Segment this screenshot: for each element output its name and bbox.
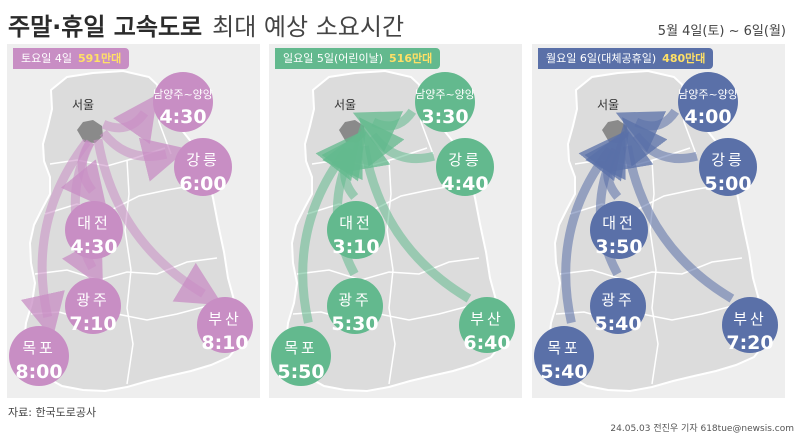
route-bubble: 목포 5:50 [271,326,331,386]
route-bubble: 목포 8:00 [9,326,69,386]
route-bubble: 부산 8:10 [197,297,253,354]
traffic-volume: 516만대 [389,52,433,65]
travel-time: 5:40 [540,361,588,383]
route-bubble: 대전 3:10 [327,201,385,259]
destination-name: 대전 [339,214,373,232]
destination-name: 남양주~양양 [153,88,213,101]
title-sub: 최대 예상 소요시간 [212,13,405,41]
route-arrow [298,131,362,324]
travel-time: 4:00 [684,106,732,128]
destination-name: 부산 [470,310,504,328]
destination-name: 부산 [733,310,767,328]
travel-time: 5:50 [277,361,325,383]
route-arrow [101,94,158,145]
route-arrow [93,138,223,306]
route-bubble: 대전 3:50 [590,201,648,259]
route-bubble: 남양주~양양 4:00 [678,72,738,132]
day-tag: 월요일 6일(대체공휴일) 480만대 [538,48,714,69]
route-bubble: 광주 5:30 [327,278,383,335]
destination-name: 목포 [22,339,56,357]
destination-name: 광주 [601,291,635,309]
seoul-label: 서울 [334,98,357,112]
route-bubble: 대전 4:30 [65,201,123,259]
destination-name: 대전 [602,214,636,232]
title-main: 주말·휴일 고속도로 [8,13,203,41]
travel-time: 6:40 [463,332,511,354]
travel-time: 3:10 [332,236,380,258]
province-border [296,257,480,281]
day-tag: 토요일 4일 591만대 [13,48,130,69]
day-label: 월요일 6일(대체공휴일) [546,52,657,65]
destination-name: 대전 [77,214,111,232]
traffic-volume: 591만대 [77,52,122,65]
province-border [386,159,396,385]
route-bubble: 부산 6:40 [459,297,515,354]
route-arrow [20,138,91,339]
day-tag: 일요일 5일(어린이날) 516만대 [275,48,441,69]
travel-time: 8:00 [15,361,63,383]
seoul-label: 서울 [72,98,95,112]
travel-time: 3:30 [421,106,469,128]
route-bubble: 남양주~양양 3:30 [415,72,475,132]
traffic-volume: 480만대 [662,52,706,65]
province-border [559,257,743,281]
seoul-area-marker [77,120,103,143]
credit-note: 24.05.03 전진우 기자 618tue@newsis.com [610,424,794,434]
route-arrow [99,129,188,182]
travel-time: 3:50 [595,236,643,258]
route-arrow [608,123,735,303]
destination-name: 강릉 [186,151,220,169]
seoul-label: 서울 [597,98,620,112]
travel-time: 5:30 [331,313,379,335]
destination-name: 부산 [208,310,242,328]
date-range: 5월 4일(토) ~ 6일(월) [657,24,786,39]
travel-time: 7:10 [69,313,117,335]
travel-time: 4:30 [70,236,118,258]
route-bubble: 목포 5:40 [534,326,594,386]
travel-time: 4:40 [441,173,489,195]
day-label: 일요일 5일(어린이날) [283,52,384,65]
route-arrow [345,123,472,303]
route-bubble: 광주 5:40 [590,278,646,335]
province-border [649,159,659,385]
destination-name: 남양주~양양 [678,88,738,101]
travel-time: 5:40 [594,313,642,335]
travel-time: 7:20 [726,332,774,354]
route-bubble: 강릉 4:40 [436,138,494,196]
travel-time: 6:00 [179,173,227,195]
day-label: 토요일 4일 [21,52,72,65]
destination-name: 강릉 [711,151,745,169]
route-bubble: 광주 7:10 [65,278,121,335]
destination-name: 목포 [547,339,581,357]
route-bubble: 남양주~양양 4:30 [153,72,213,132]
travel-time: 5:00 [704,173,752,195]
source-note: 자료: 한국도로공사 [8,406,97,419]
route-bubble: 부산 7:20 [722,297,778,354]
route-bubble: 강릉 6:00 [174,138,232,196]
destination-name: 남양주~양양 [415,88,475,101]
destination-name: 광주 [338,291,372,309]
travel-time: 8:10 [201,332,249,354]
destination-name: 강릉 [448,151,482,169]
page-title: 주말·휴일 고속도로 최대 예상 소요시간 [8,7,404,42]
travel-time: 4:30 [159,106,207,128]
route-bubble: 강릉 5:00 [699,138,757,196]
destination-name: 광주 [76,291,110,309]
destination-name: 목포 [284,339,318,357]
route-arrow [561,131,625,324]
province-border [124,159,134,385]
